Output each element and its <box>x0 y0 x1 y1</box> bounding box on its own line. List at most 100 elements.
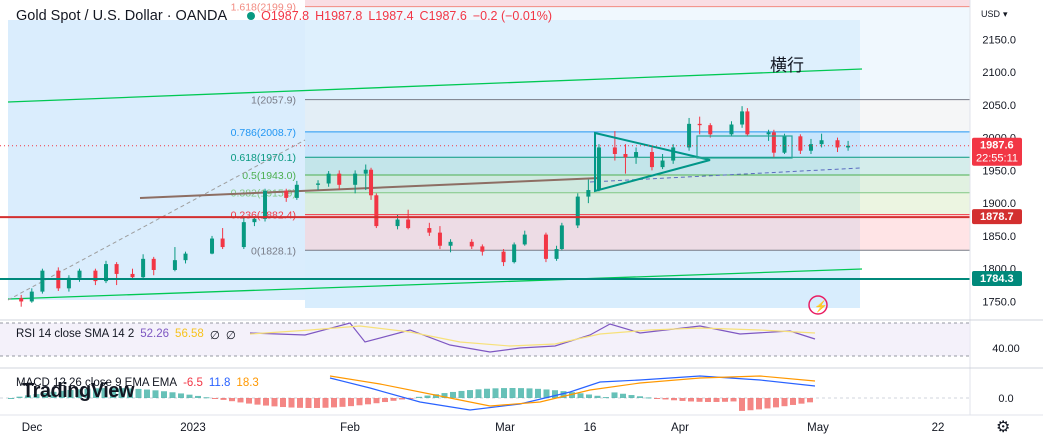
candle-body <box>575 196 580 226</box>
macd-histogram-bar <box>781 398 788 407</box>
price-badge <box>972 209 1022 225</box>
candle-body <box>543 234 548 259</box>
macd-histogram-bar <box>135 388 142 398</box>
rsi-empty-1: ∅ <box>209 330 220 342</box>
candle-body <box>745 111 750 135</box>
candle-body <box>263 190 268 219</box>
macd-histogram-bar <box>229 398 235 402</box>
triangle-pattern <box>594 131 711 193</box>
time-tick-label: Dec <box>22 422 43 434</box>
rsi-sma-line <box>249 325 816 347</box>
fib-zone <box>305 157 970 175</box>
macd-histogram-bar <box>416 396 422 398</box>
macd-histogram-bar <box>475 389 482 398</box>
macd-histogram-bar <box>322 398 329 408</box>
candle-body <box>835 140 840 148</box>
fib-zone <box>305 0 970 100</box>
candle-body <box>501 251 506 263</box>
macd-histogram-bar <box>16 396 23 398</box>
macd-signal-line <box>329 375 816 407</box>
macd-histogram-bar <box>203 397 210 399</box>
candle-body <box>40 270 45 292</box>
macd-histogram-bar <box>390 398 397 401</box>
macd-pane[interactable]: 0.0 <box>0 367 1043 411</box>
candle-body <box>114 264 119 274</box>
macd-histogram-bar <box>237 398 244 403</box>
candle-body <box>798 136 803 151</box>
macd-histogram-bar <box>679 398 686 401</box>
price-tick-label: 2150.0 <box>982 34 1016 46</box>
price-axis[interactable]: 2150.02100.02050.02000.01950.01900.01850… <box>969 0 1043 444</box>
macd-histogram-bar <box>76 389 82 398</box>
drawing-overlays[interactable]: 横行 ⚡ <box>0 56 970 315</box>
fib-level-label: 1.618(2199.9) <box>231 2 296 14</box>
rsi-value: 52.26 <box>140 328 170 340</box>
fibonacci-retracement[interactable]: 1.618(2199.9) 1(2057.9) 0.786(2008.7) 0.618… <box>231 0 970 257</box>
candle-body <box>93 270 98 282</box>
market-status-dot <box>247 12 256 20</box>
macd-histogram-bar <box>458 390 465 398</box>
macd-histogram-bar <box>577 393 584 398</box>
macd-histogram-bar <box>152 390 159 398</box>
candle-body <box>66 277 71 289</box>
ohlc-values: O1987.8 H1987.8 L1987.4 C1987.6 −0.2 (−0… <box>261 9 552 23</box>
candle-body <box>649 152 654 168</box>
macd-histogram-bar <box>790 398 796 405</box>
macd-histogram-bar <box>356 398 363 406</box>
fib-level-label: 0.618(1970.1) <box>231 152 296 164</box>
price-badge <box>972 270 1022 286</box>
macd-histogram-bar <box>620 393 626 398</box>
macd-histogram-bar <box>399 398 405 400</box>
macd-signal-value: 18.3 <box>236 377 259 389</box>
macd-legend[interactable]: MACD 12 26 close 9 EMA EMA -6.5 11.8 18.… <box>16 377 259 389</box>
candle-body <box>353 173 358 185</box>
macd-histogram-bar <box>212 398 218 399</box>
macd-histogram-bar <box>407 398 414 399</box>
candle-body <box>448 241 453 246</box>
gear-icon[interactable]: ⚙ <box>996 419 1011 436</box>
macd-histogram-bar <box>161 391 167 398</box>
change-value: −0.2 (−0.01%) <box>472 9 553 23</box>
candle-body <box>294 184 299 198</box>
macd-histogram-bar <box>254 398 261 405</box>
lightning-glyph: ⚡ <box>814 300 828 313</box>
macd-histogram-bar <box>696 398 703 402</box>
macd-histogram-bar <box>288 398 295 408</box>
fib-zone <box>305 214 970 251</box>
time-tick-label: 2023 <box>180 422 206 434</box>
rsi-legend[interactable]: RSI 14 close SMA 14 2 52.26 56.58 ∅ ∅ <box>16 328 236 342</box>
macd-histogram-bar <box>654 398 660 399</box>
candle-body <box>808 144 813 151</box>
macd-histogram-bar <box>543 389 550 398</box>
macd-histogram-bar <box>773 398 779 408</box>
macd-histogram-bar <box>628 395 635 398</box>
currency-selector[interactable]: USD ▾ <box>978 8 1008 20</box>
candle-body <box>660 160 665 168</box>
candle-body <box>512 244 517 263</box>
macd-histogram-bar <box>730 398 737 402</box>
candle-body <box>406 219 411 229</box>
macd-histogram-bar <box>59 390 65 398</box>
macd-histogram-bar <box>339 398 346 407</box>
candle-body <box>252 218 257 223</box>
macd-histogram-bar <box>586 394 592 398</box>
time-tick-label: 22 <box>932 422 945 434</box>
candle-body <box>586 190 591 197</box>
macd-histogram-bar <box>713 398 720 402</box>
candle-body <box>740 111 745 125</box>
candlestick-series <box>19 106 851 307</box>
macd-histogram-bar <box>314 398 320 408</box>
macd-tick-label: 0.0 <box>998 393 1013 405</box>
symbol-title[interactable]: Gold Spot / U.S. Dollar · OANDA <box>16 8 228 24</box>
time-axis[interactable]: Dec 2023 Feb Mar 16 Apr May 22 <box>0 414 1043 434</box>
price-tick-label: 2050.0 <box>982 100 1016 112</box>
macd-histogram-bar <box>501 388 507 398</box>
rsi-pane[interactable]: 40.00 <box>0 319 1043 357</box>
macd-histogram-bar <box>433 394 439 398</box>
symbol-header[interactable]: Gold Spot / U.S. Dollar · OANDA O1987.8 … <box>16 8 552 24</box>
macd-histogram-bar <box>611 392 618 398</box>
macd-histogram-bar <box>671 398 677 401</box>
macd-histogram-bar <box>798 398 805 404</box>
candle-body <box>671 147 676 161</box>
